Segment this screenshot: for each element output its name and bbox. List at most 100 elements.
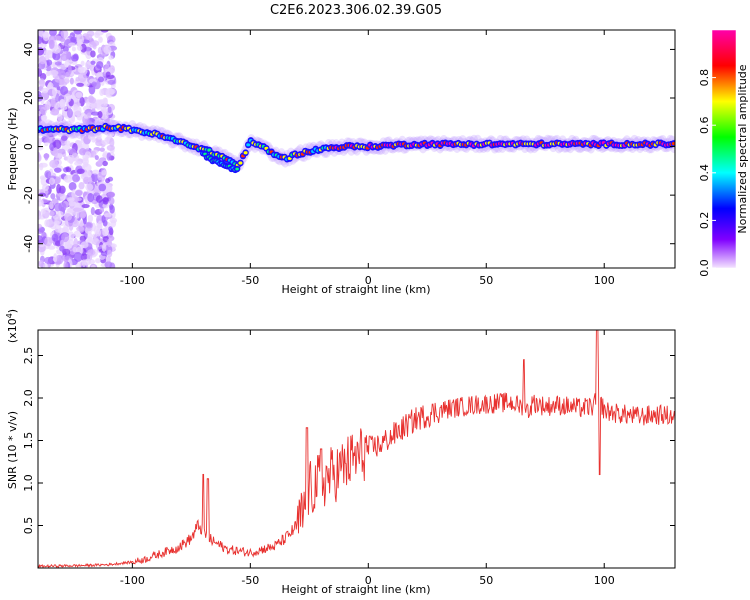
colorbar-gradient: [712, 30, 736, 268]
noise-blob: [59, 37, 66, 42]
noise-blob: [85, 221, 93, 229]
noise-blob: [95, 195, 103, 203]
x-tick-label: -100: [120, 274, 145, 287]
noise-blob: [101, 140, 110, 146]
noise-blob: [38, 146, 44, 151]
noise-blob: [99, 88, 104, 97]
noise-blob: [100, 30, 109, 33]
noise-blob: [103, 213, 112, 218]
noise-blob: [95, 140, 103, 147]
noise-blob: [90, 60, 96, 65]
y-tick-label: -40: [22, 235, 35, 253]
noise-blob: [53, 253, 58, 263]
noise-blob: [106, 152, 112, 161]
noise-blob: [76, 226, 85, 232]
noise-blob: [71, 46, 76, 52]
snr-marks: [38, 330, 675, 568]
noise-blob: [77, 66, 84, 73]
y-tick-label: -20: [22, 186, 35, 204]
noise-blob: [39, 106, 47, 116]
noise-blob: [102, 97, 108, 103]
noise-blob: [44, 219, 50, 227]
noise-blob: [101, 243, 107, 252]
noise-blob: [85, 183, 94, 192]
noise-blob: [97, 220, 103, 229]
noise-blob: [92, 169, 100, 175]
noise-blob: [105, 71, 111, 78]
noise-blob: [40, 208, 46, 215]
noise-blob: [48, 211, 55, 217]
noise-blob: [110, 83, 116, 89]
snr-frame: [37, 329, 676, 569]
noise-blob: [63, 174, 73, 183]
snr-y-ticks: 0.5 1.0 1.5 2.0 2.5: [22, 347, 675, 534]
noise-blob: [63, 261, 68, 268]
y-tick-label: 0: [22, 143, 35, 150]
noise-blob: [58, 70, 66, 80]
noise-blob: [76, 168, 85, 174]
noise-blob: [91, 233, 98, 238]
noise-blob: [43, 49, 53, 55]
noise-blob: [56, 183, 62, 194]
noise-blob: [107, 106, 112, 114]
noise-blob: [80, 253, 88, 261]
noise-blob: [38, 43, 47, 48]
x-tick-label: -100: [120, 574, 145, 587]
noise-blob: [87, 232, 93, 242]
noise-blob: [53, 139, 62, 150]
noise-blob: [105, 178, 111, 184]
noise-blob: [38, 141, 42, 147]
noise-blob: [49, 30, 57, 37]
noise-blob: [40, 114, 48, 121]
noise-blob: [97, 76, 105, 83]
noise-blob: [38, 137, 43, 143]
noise-blob: [107, 132, 115, 137]
noise-blob: [49, 159, 59, 169]
noise-blob: [54, 61, 62, 66]
noise-blob: [49, 201, 54, 210]
noise-blob: [95, 228, 102, 237]
snr-spike-point: [207, 478, 209, 480]
noise-blob: [54, 216, 62, 226]
noise-blob: [110, 219, 117, 228]
noise-blob: [84, 226, 93, 234]
noise-blob: [59, 239, 65, 246]
colorbar-tick-label: 0.0: [698, 259, 711, 277]
noise-blob: [57, 227, 67, 234]
noise-blob: [44, 170, 52, 179]
noise-blob: [78, 181, 85, 190]
noise-blob: [60, 135, 68, 141]
noise-blob: [38, 110, 41, 117]
noise-blob: [109, 137, 115, 148]
noise-blob: [73, 30, 83, 35]
y-tick-label: 40: [22, 42, 35, 56]
spectrogram-frame: [37, 29, 676, 269]
noise-blob: [74, 161, 83, 166]
x-tick-label: -50: [241, 274, 259, 287]
x-tick-label: 0: [365, 274, 372, 287]
noise-blob: [106, 238, 112, 248]
noise-blob: [69, 77, 74, 85]
noise-blob: [38, 56, 47, 65]
noise-blob: [60, 30, 69, 39]
noise-blob: [57, 211, 64, 218]
y-tick-label: 2.5: [22, 347, 35, 365]
noise-blob: [79, 211, 86, 219]
noise-blob: [60, 64, 67, 71]
noise-blob: [84, 151, 91, 159]
noise-blob: [96, 61, 104, 69]
noise-blob: [82, 216, 87, 225]
noise-blob: [42, 31, 50, 42]
track-core: [238, 161, 243, 165]
x-tick-label: 100: [594, 574, 615, 587]
noise-blob: [76, 114, 83, 121]
noise-blob: [99, 207, 105, 213]
noise-blob: [92, 42, 97, 50]
noise-blob: [67, 231, 75, 242]
snr-panel: -100 -50 0 50 100 0.5 1.0 1.5 2.0 2.5 Height of …: [5, 309, 676, 596]
x-tick-label: 50: [479, 274, 493, 287]
noise-blob: [87, 192, 95, 203]
noise-blob: [104, 260, 113, 268]
noise-blob: [38, 162, 48, 168]
noise-blob: [88, 96, 97, 104]
